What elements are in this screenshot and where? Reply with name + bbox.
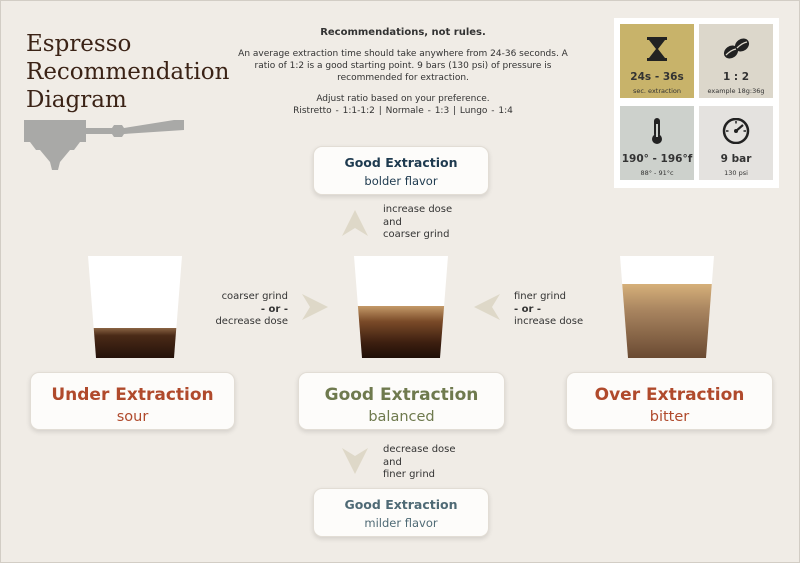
box-subtitle: bolder flavor [364, 174, 438, 188]
under-extraction-glass [88, 256, 182, 358]
under-extraction-box: Under Extraction sour [30, 372, 235, 430]
stat-pressure: 9 bar 130 psi [699, 106, 773, 180]
over-extraction-glass [620, 256, 714, 358]
over-extraction-box: Over Extraction bitter [566, 372, 773, 430]
note-line: - or - [514, 303, 542, 315]
coffee-beans-icon [723, 38, 750, 59]
intro-ratios: Ristretto - 1:1-1:2 | Normale - 1:3 | Lu… [293, 106, 513, 116]
stat-ratio: 1 : 2 example 18g:36g [699, 24, 773, 98]
intro-heading: Recommendations, not rules. [320, 27, 486, 38]
good-extraction-box: Good Extraction balanced [298, 372, 505, 430]
note-line: increase dose [383, 204, 453, 215]
good-extraction-glass [354, 256, 448, 358]
stat-sub: 88° - 91°c [640, 169, 674, 177]
up-arrow-icon [342, 210, 368, 236]
note-line: increase dose [514, 316, 584, 327]
title-line-2: Recommendation [26, 59, 230, 85]
stat-value: 1 : 2 [722, 71, 750, 83]
note-left: coarser grind - or - decrease dose [200, 291, 288, 329]
note-down: decrease dose and finer grind [383, 444, 456, 482]
intro-text: Recommendations, not rules. An average e… [238, 27, 568, 117]
hourglass-icon [647, 37, 667, 61]
title-line-1: Espresso [26, 31, 132, 57]
stats-panel: 24s - 36s sec. extraction 1 : 2 example … [614, 18, 779, 188]
box-subtitle: milder flavor [364, 516, 438, 530]
box-subtitle: balanced [368, 409, 435, 425]
left-arrow-icon [474, 294, 500, 320]
thermometer-icon [652, 118, 662, 144]
box-title: Over Extraction [594, 385, 745, 405]
box-subtitle: bitter [649, 409, 690, 425]
note-line: finer grind [383, 469, 436, 480]
note-line: and [383, 216, 402, 228]
bolder-flavor-box: Good Extraction bolder flavor [313, 146, 489, 195]
note-line: finer grind [514, 291, 567, 302]
title-line-3: Diagram [26, 87, 127, 113]
portafilter-icon [24, 120, 184, 170]
stat-sub: 130 psi [724, 169, 748, 177]
note-line: - or - [260, 303, 288, 315]
stat-value: 24s - 36s [630, 71, 684, 83]
stat-value: 190° - 196°f [621, 153, 693, 165]
stat-sub: example 18g:36g [707, 87, 765, 95]
stat-extraction-time: 24s - 36s sec. extraction [620, 24, 694, 98]
pressure-gauge-icon [722, 118, 750, 144]
stat-sub: sec. extraction [632, 87, 682, 95]
note-up: increase dose and coarser grind [383, 204, 452, 242]
box-title: Good Extraction [324, 385, 479, 405]
note-right: finer grind - or - increase dose [514, 291, 583, 329]
box-title: Good Extraction [344, 497, 458, 512]
page-title: Espresso Recommendation Diagram [26, 30, 246, 114]
note-line: coarser grind [221, 291, 288, 302]
box-title: Under Extraction [51, 385, 214, 405]
box-subtitle: sour [116, 409, 149, 425]
stat-temperature: 190° - 196°f 88° - 91°c [620, 106, 694, 180]
note-line: coarser grind [383, 229, 450, 240]
stat-value: 9 bar [720, 153, 752, 165]
note-line: and [383, 456, 402, 468]
intro-adjust: Adjust ratio based on your preference. [316, 94, 490, 104]
note-line: decrease dose [383, 444, 456, 455]
note-line: decrease dose [215, 316, 288, 327]
intro-paragraph: An average extraction time should take a… [238, 49, 568, 83]
milder-flavor-box: Good Extraction milder flavor [313, 488, 489, 537]
right-arrow-icon [302, 294, 328, 320]
down-arrow-icon [342, 448, 368, 474]
box-title: Good Extraction [344, 155, 458, 170]
